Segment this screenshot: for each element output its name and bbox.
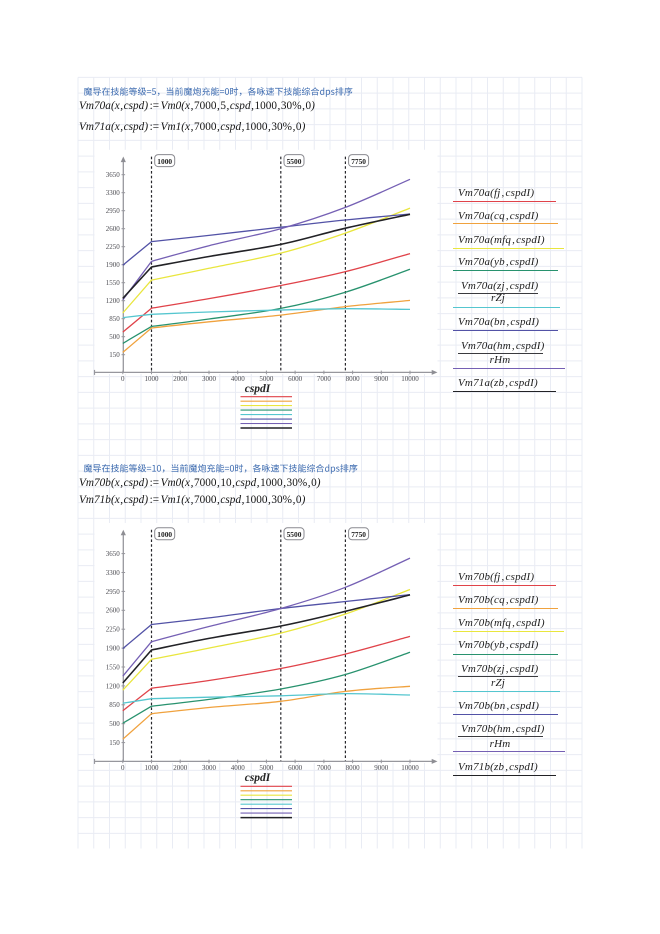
svg-text:2950: 2950 <box>106 207 121 215</box>
svg-text:4000: 4000 <box>231 764 246 772</box>
svg-text:7000: 7000 <box>317 764 332 772</box>
svg-text:2600: 2600 <box>106 225 121 233</box>
svg-text:150: 150 <box>109 351 120 359</box>
svg-text:3000: 3000 <box>202 375 217 383</box>
svg-text:0: 0 <box>121 764 125 772</box>
svg-text:1550: 1550 <box>106 279 121 287</box>
svg-text:8000: 8000 <box>346 764 361 772</box>
svg-text:850: 850 <box>109 315 120 323</box>
svg-text:2000: 2000 <box>173 764 188 772</box>
svg-text:1200: 1200 <box>106 297 121 305</box>
svg-text:5000: 5000 <box>259 764 274 772</box>
svg-text:500: 500 <box>109 720 120 728</box>
svg-text:3000: 3000 <box>202 764 217 772</box>
svg-text:6000: 6000 <box>288 375 303 383</box>
svg-text:1550: 1550 <box>106 663 121 671</box>
svg-text:9000: 9000 <box>374 764 389 772</box>
svg-text:7000: 7000 <box>317 375 332 383</box>
svg-text:1000: 1000 <box>145 375 160 383</box>
svg-text:1900: 1900 <box>106 261 121 269</box>
svg-text:2250: 2250 <box>106 626 121 634</box>
svg-text:5000: 5000 <box>259 375 274 383</box>
svg-text:2600: 2600 <box>106 607 121 615</box>
svg-text:0: 0 <box>121 375 125 383</box>
svg-text:5500: 5500 <box>287 157 302 166</box>
svg-text:2000: 2000 <box>173 375 188 383</box>
svg-text:8000: 8000 <box>346 375 361 383</box>
svg-text:6000: 6000 <box>288 764 303 772</box>
svg-text:3300: 3300 <box>106 569 121 577</box>
svg-text:1900: 1900 <box>106 645 121 653</box>
svg-text:1000: 1000 <box>157 157 172 166</box>
svg-text:cspdI: cspdI <box>245 383 271 395</box>
svg-text:150: 150 <box>109 739 120 747</box>
svg-text:3650: 3650 <box>106 171 121 179</box>
svg-text:1000: 1000 <box>145 764 160 772</box>
svg-text:1200: 1200 <box>106 682 121 690</box>
svg-text:4000: 4000 <box>231 375 246 383</box>
svg-text:7750: 7750 <box>351 157 366 166</box>
svg-text:9000: 9000 <box>374 375 389 383</box>
svg-text:3300: 3300 <box>106 189 121 197</box>
svg-text:500: 500 <box>109 333 120 341</box>
svg-text:7750: 7750 <box>351 530 366 539</box>
svg-text:3650: 3650 <box>106 550 121 558</box>
svg-text:2250: 2250 <box>106 243 121 251</box>
svg-text:5500: 5500 <box>287 530 302 539</box>
svg-text:10000: 10000 <box>401 375 419 383</box>
svg-text:2950: 2950 <box>106 588 121 596</box>
svg-text:850: 850 <box>109 701 120 709</box>
svg-text:1000: 1000 <box>157 530 172 539</box>
svg-text:cspdI: cspdI <box>245 772 271 784</box>
svg-text:10000: 10000 <box>401 764 419 772</box>
